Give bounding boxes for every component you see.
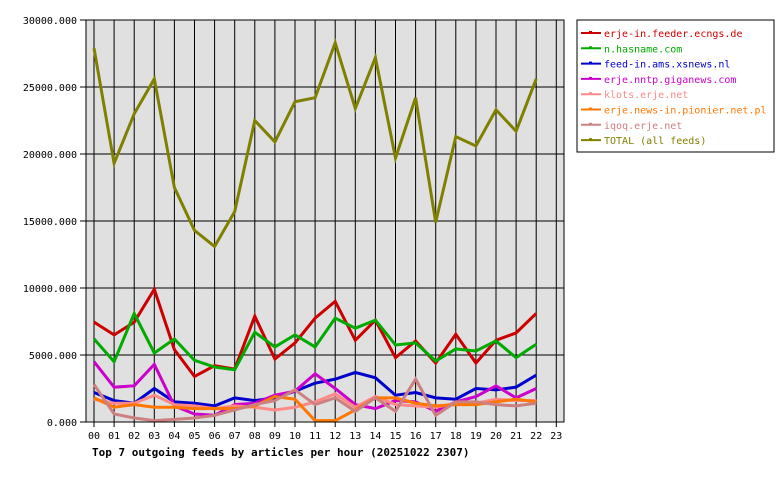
y-tick-label: 10000.000 <box>23 284 77 295</box>
x-tick-label: 20 <box>490 431 502 442</box>
series-line-2 <box>93 370 537 408</box>
x-tick-label: 14 <box>369 431 381 442</box>
x-tick-label: 19 <box>470 431 482 442</box>
y-tick-label: 30000.000 <box>23 16 77 27</box>
y-tick-label: 20000.000 <box>23 150 77 161</box>
x-tick-label: 10 <box>289 431 301 442</box>
x-tick-label: 15 <box>389 431 401 442</box>
y-axis-ticks: 0.000 5000.000 10000.000 15000.000 20000.000… <box>23 16 86 429</box>
x-tick-label: 16 <box>410 431 422 442</box>
data-series <box>92 38 538 423</box>
x-tick-label: 23 <box>550 431 562 442</box>
legend-item: TOTAL (all feeds) <box>604 136 706 147</box>
x-tick-label: 02 <box>128 431 140 442</box>
y-tick-label: 5000.000 <box>29 351 77 362</box>
x-tick-label: 06 <box>209 431 221 442</box>
legend-item: klots.erje.net <box>604 90 688 101</box>
legend-item: erje-in.feeder.ecngs.de <box>604 29 742 40</box>
x-tick-label: 00 <box>88 431 100 442</box>
x-tick-label: 01 <box>108 431 120 442</box>
y-tick-label: 0.000 <box>47 418 77 429</box>
legend-item: n.hasname.com <box>604 44 682 55</box>
legend-item: erje.news-in.pionier.net.pl <box>604 106 767 117</box>
series-line-0 <box>93 285 538 379</box>
x-tick-label: 18 <box>450 431 462 442</box>
y-tick-label: 25000.000 <box>23 83 77 94</box>
x-tick-label: 07 <box>229 431 241 442</box>
x-tick-label: 09 <box>269 431 281 442</box>
legend-item: erje.nntp.giganews.com <box>604 75 736 86</box>
legend: erje-in.feeder.ecngs.de n.hasname.com feed… <box>576 19 775 153</box>
x-tick-label: 03 <box>148 431 160 442</box>
series-line-7 <box>92 38 538 249</box>
x-tick-label: 13 <box>349 431 361 442</box>
x-tick-label: 05 <box>188 431 200 442</box>
chart-title: Top 7 outgoing feeds by articles per hou… <box>92 446 470 459</box>
series-line-1 <box>92 309 538 372</box>
series-line-6 <box>92 376 537 423</box>
x-tick-label: 11 <box>309 431 321 442</box>
x-tick-label: 04 <box>168 431 180 442</box>
series-line-3 <box>92 360 537 417</box>
x-tick-label: 21 <box>510 431 522 442</box>
legend-item: iqoq.erje.net <box>604 121 682 132</box>
x-tick-label: 22 <box>530 431 542 442</box>
y-tick-label: 15000.000 <box>23 217 77 228</box>
x-tick-label: 12 <box>329 431 341 442</box>
x-axis-ticks: 00 01 02 03 04 05 06 07 08 09 10 11 12 13 14 15 16 17 18 19… <box>88 422 562 442</box>
legend-item: feed-in.ams.xsnews.nl <box>604 60 730 71</box>
series-line-5 <box>93 394 537 423</box>
x-tick-label: 08 <box>249 431 261 442</box>
x-tick-label: 17 <box>430 431 442 442</box>
